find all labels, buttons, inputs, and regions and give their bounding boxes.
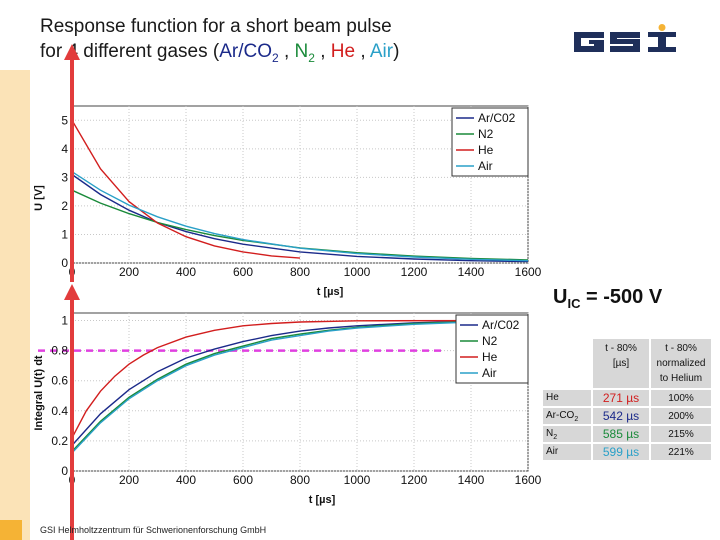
integral-chart-ylabel: Integral U(t) dt: [33, 355, 45, 430]
integral-chart: 0200400600800100012001400160000.20.40.60…: [33, 312, 542, 506]
voltage-chart-series: [71, 119, 529, 263]
legend-label: Air: [482, 366, 497, 380]
t80-cell: 271 µs: [593, 390, 649, 406]
table-header-blank: [543, 339, 591, 388]
table-header-t80: t - 80% [µs]: [593, 339, 649, 388]
title-n2: N2: [294, 41, 315, 65]
legend-label: N2: [482, 334, 498, 348]
voltage-chart-legend: Ar/C02 N2 He Air: [451, 107, 529, 177]
x-tick-label: 800: [290, 265, 310, 279]
series-line-ar-c02: [71, 173, 529, 263]
series-line-n2: [71, 189, 529, 261]
legend-label: Ar/C02: [482, 318, 520, 332]
y-tick-label: 0.8: [51, 344, 68, 358]
x-tick-label: 1000: [344, 265, 371, 279]
red-axis-arrow-bottom: [64, 284, 80, 540]
table-row: Air 599 µs 221%: [543, 444, 711, 460]
normalized-cell: 200%: [651, 408, 711, 424]
slide-sidebar-accent: [0, 520, 22, 540]
x-tick-label: 800: [290, 473, 310, 487]
title-he: He: [330, 41, 356, 62]
title-ar-co2: Ar/CO2: [219, 41, 279, 65]
x-tick-label: 1200: [401, 265, 428, 279]
y-tick-label: 0.6: [51, 374, 68, 388]
x-tick-label: 200: [119, 473, 139, 487]
voltage-chart-grid: [71, 105, 529, 264]
y-tick-label: 0.2: [51, 434, 68, 448]
table-row: Ar-CO2 542 µs 200%: [543, 408, 711, 424]
x-tick-label: 1200: [401, 473, 428, 487]
gas-cell: N2: [543, 426, 591, 442]
legend-box: [451, 107, 529, 177]
normalized-cell: 100%: [651, 390, 711, 406]
y-tick-label: 0.4: [51, 404, 68, 418]
y-tick-label: 1: [61, 227, 68, 241]
normalized-cell: 221%: [651, 444, 711, 460]
x-tick-label: 1400: [458, 473, 485, 487]
y-tick-label: 0: [61, 464, 68, 478]
t80-cell: 585 µs: [593, 426, 649, 442]
legend-label: He: [478, 143, 494, 157]
y-tick-label: 2: [61, 199, 68, 213]
normalized-cell: 215%: [651, 426, 711, 442]
voltage-chart-ticks: 02004006008001000120014001600012345: [61, 113, 541, 279]
x-tick-label: 1600: [515, 473, 542, 487]
footer-text: GSI Helmholtzzentrum für Schwerionenfors…: [40, 525, 267, 535]
slide-title: Response function for a short beam pulse…: [40, 14, 520, 71]
x-tick-label: 400: [176, 265, 196, 279]
series-line-n2: [71, 319, 529, 452]
series-line-ar-c02: [71, 319, 529, 446]
table-header-row: t - 80% [µs] t - 80% normalized to Helium: [543, 339, 711, 388]
series-line-air: [71, 171, 529, 262]
title-line-1: Response function for a short beam pulse: [40, 16, 392, 37]
results-table: t - 80% [µs] t - 80% normalized to Helium H…: [541, 337, 713, 462]
y-tick-label: 3: [61, 170, 68, 184]
x-tick-label: 400: [176, 473, 196, 487]
integral-chart-series: [38, 319, 529, 454]
x-tick-label: 1400: [458, 265, 485, 279]
legend-box: [455, 314, 529, 384]
integral-chart-legend: Ar/C02 N2 He Air: [455, 314, 529, 384]
t80-cell: 599 µs: [593, 444, 649, 460]
red-axis-arrow-top: [64, 44, 80, 282]
y-tick-label: 1: [61, 314, 68, 328]
series-line-air: [71, 319, 529, 454]
gas-cell: He: [543, 390, 591, 406]
slide-sidebar: [0, 70, 30, 540]
title-line-2: for 4 different gases (Ar/CO2 , N2 , He …: [40, 41, 400, 65]
voltage-chart-xlabel: t [µs]: [317, 286, 344, 298]
x-tick-label: 600: [233, 265, 253, 279]
voltage-chart-ylabel: U [V]: [33, 185, 45, 211]
title-prefix: for 4 different gases (: [40, 41, 220, 62]
gas-cell: Ar-CO2: [543, 408, 591, 424]
title-air: Air: [369, 41, 394, 62]
integral-chart-grid: [71, 312, 529, 472]
table-header-normalized: t - 80% normalized to Helium: [651, 339, 711, 388]
legend-label: He: [482, 350, 498, 364]
legend-label: Ar/C02: [478, 111, 516, 125]
y-tick-label: 5: [61, 113, 68, 127]
y-tick-label: 4: [61, 142, 68, 156]
table-row: N2 585 µs 215%: [543, 426, 711, 442]
ic-voltage-label: UIC = -500 V: [553, 286, 663, 311]
t80-cell: 542 µs: [593, 408, 649, 424]
x-tick-label: 600: [233, 473, 253, 487]
series-line-he: [71, 319, 529, 439]
gsi-logo: [574, 24, 676, 52]
legend-label: Air: [478, 159, 493, 173]
x-tick-label: 1600: [515, 265, 542, 279]
gas-cell: Air: [543, 444, 591, 460]
integral-chart-xlabel: t [µs]: [309, 494, 336, 506]
y-tick-label: 0: [61, 256, 68, 270]
table-row: He 271 µs 100%: [543, 390, 711, 406]
x-tick-label: 1000: [344, 473, 371, 487]
series-line-he: [71, 119, 301, 259]
legend-label: N2: [478, 127, 494, 141]
x-tick-label: 200: [119, 265, 139, 279]
voltage-chart: 02004006008001000120014001600012345 Ar/C…: [33, 105, 542, 298]
